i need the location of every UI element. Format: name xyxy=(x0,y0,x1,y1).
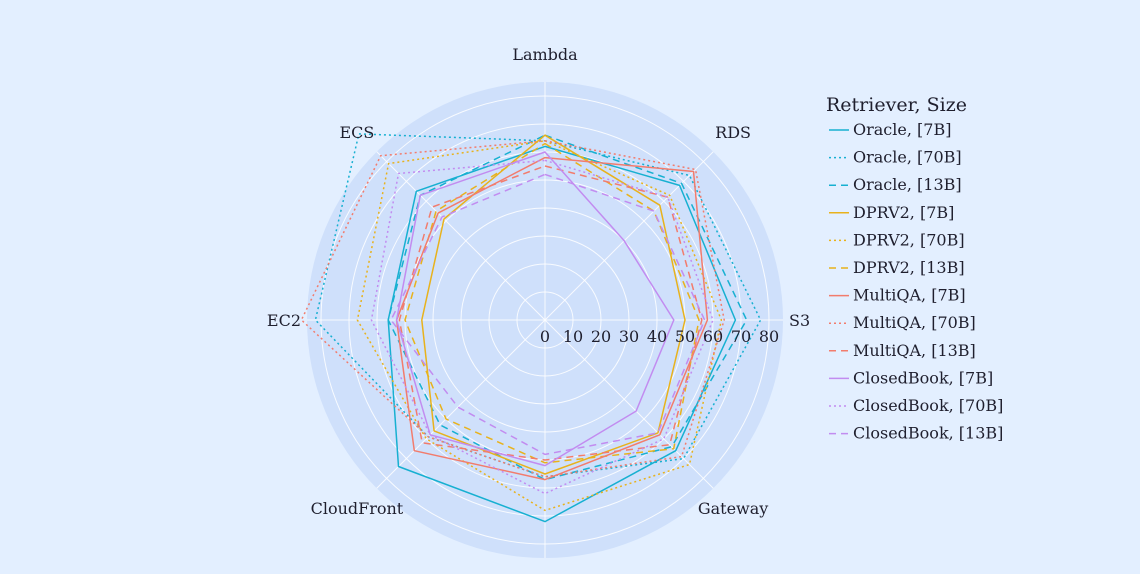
legend-item[interactable]: Oracle, [13B] xyxy=(829,175,962,194)
category-labels: LambdaRDSS3GatewayRedShiftCloudFrontEC2E… xyxy=(267,45,810,518)
legend-item[interactable]: Oracle, [7B] xyxy=(829,120,951,139)
series-line-4 xyxy=(356,140,723,512)
legend-item[interactable]: DPRV2, [13B] xyxy=(829,258,965,277)
category-label: S3 xyxy=(789,311,810,330)
legend-label: ClosedBook, [70B] xyxy=(853,396,1003,415)
legend-title: Retriever, Size xyxy=(826,94,967,116)
legend-label: DPRV2, [70B] xyxy=(853,230,965,249)
legend-label: MultiQA, [7B] xyxy=(853,286,966,305)
series-layer xyxy=(300,133,762,523)
legend-item[interactable]: MultiQA, [70B] xyxy=(829,313,976,332)
radial-tick-label: 20 xyxy=(591,327,611,346)
legend-label: ClosedBook, [13B] xyxy=(853,424,1003,443)
legend-label: DPRV2, [13B] xyxy=(853,258,965,277)
legend-item[interactable]: Oracle, [70B] xyxy=(829,148,962,167)
series-line-11 xyxy=(390,173,706,456)
grid-spoke xyxy=(376,319,546,489)
legend-item[interactable]: MultiQA, [7B] xyxy=(829,286,966,305)
radial-tick-label: 0 xyxy=(540,327,550,346)
category-label: EC2 xyxy=(267,311,301,330)
series-line-0 xyxy=(387,145,737,523)
legend-item[interactable]: DPRV2, [7B] xyxy=(829,203,954,222)
polar-background xyxy=(307,82,783,558)
series-line-2 xyxy=(387,134,748,481)
category-label: Lambda xyxy=(512,45,578,64)
series-line-10 xyxy=(370,159,714,495)
radial-tick-label: 80 xyxy=(759,327,779,346)
series-line-8 xyxy=(398,165,703,461)
legend-items: Oracle, [7B] Oracle, [70B] Oracle, [13B] DP… xyxy=(829,120,1003,443)
legend-label: MultiQA, [70B] xyxy=(853,313,976,332)
legend-item[interactable]: MultiQA, [13B] xyxy=(829,341,976,360)
radial-tick-labels: 0 10 20 30 40 50 60 70 80 xyxy=(540,327,779,346)
grid-spoke xyxy=(376,151,546,321)
legend-label: MultiQA, [13B] xyxy=(853,341,976,360)
grid-spoke xyxy=(544,151,714,321)
legend-item[interactable]: ClosedBook, [13B] xyxy=(829,424,1003,443)
category-label: ECS xyxy=(339,123,374,142)
legend-label: ClosedBook, [7B] xyxy=(853,368,993,387)
radial-tick-label: 70 xyxy=(731,327,751,346)
category-label: RDS xyxy=(715,123,751,142)
legend-label: Oracle, [70B] xyxy=(853,148,962,167)
category-label: Gateway xyxy=(698,499,769,518)
legend-item[interactable]: DPRV2, [70B] xyxy=(829,230,965,249)
legend-item[interactable]: ClosedBook, [70B] xyxy=(829,396,1003,415)
series-line-6 xyxy=(395,156,709,481)
legend-label: Oracle, [7B] xyxy=(853,120,951,139)
radial-tick-label: 60 xyxy=(703,327,723,346)
series-line-1 xyxy=(314,133,762,478)
radial-tick-label: 30 xyxy=(619,327,639,346)
series-line-7 xyxy=(300,140,725,478)
series-line-5 xyxy=(404,142,700,464)
radial-tick-label: 10 xyxy=(563,327,583,346)
legend-item[interactable]: ClosedBook, [7B] xyxy=(829,368,993,387)
radial-tick-label: 50 xyxy=(675,327,695,346)
grid-spoke xyxy=(544,319,714,489)
legend: Retriever, Size Oracle, [7B] Oracle, [70B… xyxy=(826,94,1003,443)
legend-label: DPRV2, [7B] xyxy=(853,203,954,222)
series-line-9 xyxy=(395,151,675,467)
legend-label: Oracle, [13B] xyxy=(853,175,962,194)
category-label: CloudFront xyxy=(311,499,404,518)
radial-tick-label: 40 xyxy=(647,327,667,346)
